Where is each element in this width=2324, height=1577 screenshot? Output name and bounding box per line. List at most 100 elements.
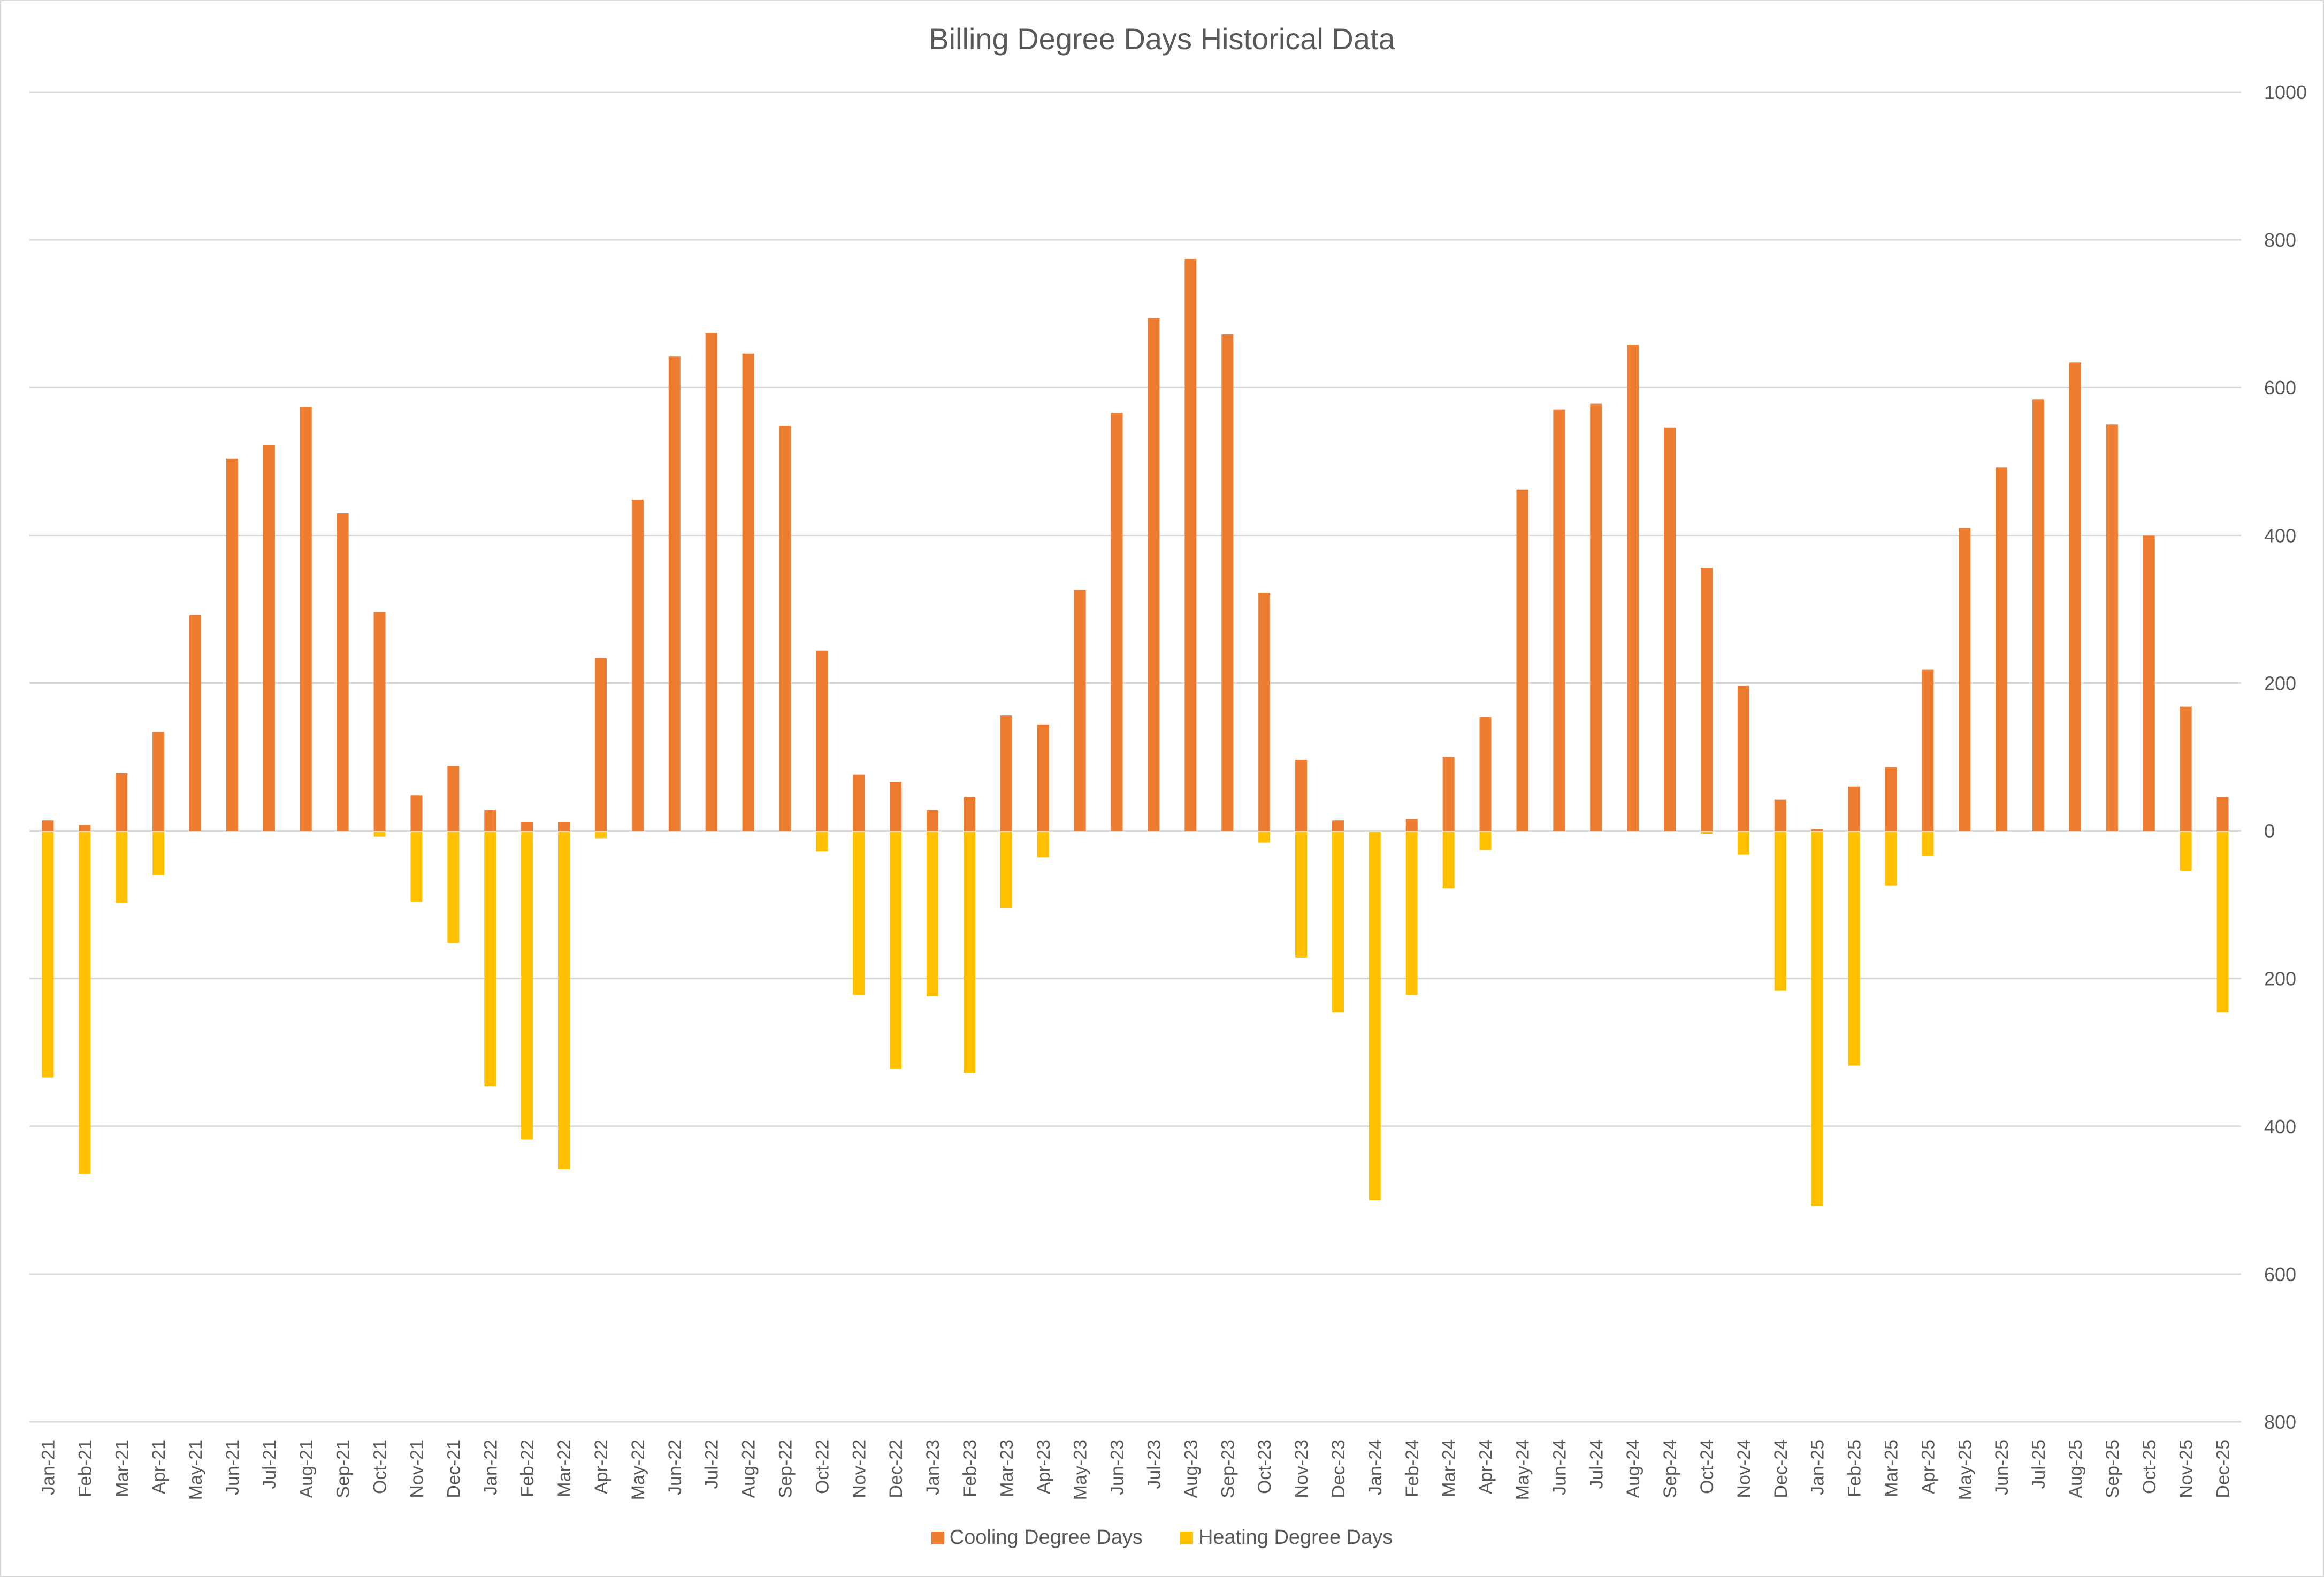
x-tick-label: Sep-21: [333, 1439, 354, 1498]
bar-cooling: [558, 821, 570, 831]
bar-cooling: [1590, 403, 1602, 831]
x-tick-label: Mar-21: [112, 1439, 132, 1497]
bar-heating: [521, 832, 533, 1140]
x-tick-label: Feb-23: [960, 1439, 980, 1497]
bar-cooling: [1332, 820, 1344, 831]
x-tick-label: Jun-22: [665, 1439, 685, 1495]
bar-heating: [1332, 832, 1344, 1013]
bar-heating: [2216, 832, 2229, 1013]
bar-cooling: [2032, 399, 2045, 831]
bar-cooling: [705, 333, 717, 831]
bar-cooling: [853, 774, 865, 831]
bar-cooling: [1885, 767, 1897, 831]
x-tick-label: Jul-21: [259, 1439, 280, 1489]
y-tick-label: 200: [2264, 672, 2296, 694]
x-tick-label: Jan-25: [1808, 1439, 1828, 1495]
bar-cooling: [1627, 345, 1639, 831]
x-tick-label: Oct-25: [2139, 1439, 2160, 1494]
x-tick-label: Nov-25: [2176, 1439, 2197, 1498]
x-tick-label: Apr-23: [1034, 1439, 1054, 1494]
bar-heating: [594, 832, 607, 839]
bar-cooling: [226, 458, 238, 831]
bar-cooling: [1811, 829, 1823, 831]
legend-swatch-cooling: [931, 1531, 944, 1544]
bar-cooling: [742, 353, 754, 831]
bar-cooling: [1148, 318, 1160, 831]
x-tick-label: Dec-23: [1328, 1439, 1349, 1498]
x-tick-label: May-24: [1512, 1439, 1533, 1500]
bar-cooling: [337, 513, 349, 831]
y-tick-label: 400: [2264, 1116, 2296, 1138]
x-tick-label: Mar-23: [997, 1439, 1017, 1497]
legend-item-heating: Heating Degree Days: [1180, 1526, 1393, 1549]
bar-cooling: [631, 500, 644, 831]
bar-cooling: [521, 821, 533, 831]
x-tick-label: Sep-24: [1660, 1439, 1680, 1498]
x-tick-label: Aug-25: [2066, 1439, 2086, 1498]
bar-heating: [1479, 832, 1492, 850]
bar-cooling: [373, 612, 386, 831]
x-tick-label: Dec-21: [444, 1439, 464, 1498]
y-tick-label: 1000: [2264, 81, 2307, 103]
bar-cooling: [1774, 799, 1786, 831]
bar-heating: [1405, 832, 1418, 995]
bar-cooling: [927, 810, 939, 831]
bar-cooling: [300, 407, 312, 831]
bar-cooling: [1516, 489, 1528, 831]
x-tick-label: Jan-23: [923, 1439, 943, 1495]
x-tick-label: Aug-21: [296, 1439, 317, 1498]
x-tick-label: Apr-22: [591, 1439, 611, 1494]
bar-heating: [1811, 832, 1823, 1206]
bar-heating: [963, 832, 975, 1073]
bar-heating: [1848, 832, 1860, 1066]
x-tick-label: Mar-25: [1881, 1439, 1901, 1497]
legend-label-heating: Heating Degree Days: [1198, 1526, 1393, 1549]
bar-heating: [2180, 832, 2192, 871]
legend: Cooling Degree Days Heating Degree Days: [0, 1526, 2324, 1549]
bar-heating: [79, 832, 91, 1174]
bar-heating: [1700, 832, 1713, 834]
x-tick-label: Jan-22: [480, 1439, 501, 1495]
x-tick-label: Apr-21: [149, 1439, 169, 1494]
x-tick-label: Jul-24: [1586, 1439, 1607, 1489]
y-tick-label: 600: [2264, 377, 2296, 399]
x-tick-label: Aug-22: [739, 1439, 759, 1498]
x-tick-label: May-22: [628, 1439, 648, 1500]
x-tick-label: May-23: [1071, 1439, 1091, 1500]
bar-cooling: [816, 650, 828, 831]
bar-heating: [447, 832, 460, 943]
bar-heating: [1037, 832, 1049, 858]
x-tick-label: Sep-23: [1218, 1439, 1238, 1498]
x-tick-label: Jul-23: [1144, 1439, 1164, 1489]
bar-cooling: [1037, 724, 1049, 831]
chart-title: Billing Degree Days Historical Data: [929, 22, 1395, 56]
bar-heating: [1922, 832, 1934, 856]
bar-cooling: [2180, 706, 2192, 831]
x-tick-label: Jul-25: [2029, 1439, 2049, 1489]
bar-cooling: [1074, 590, 1086, 831]
bar-heating: [484, 832, 496, 1087]
bar-cooling: [447, 766, 460, 831]
bar-cooling: [1922, 669, 1934, 831]
bar-cooling: [1000, 715, 1012, 831]
x-tick-label: Oct-21: [370, 1439, 391, 1494]
x-tick-label: Mar-22: [554, 1439, 575, 1497]
y-tick-label: 200: [2264, 968, 2296, 990]
x-tick-label: Apr-25: [1918, 1439, 1938, 1494]
x-tick-label: Feb-24: [1402, 1439, 1423, 1497]
x-tick-label: Nov-22: [849, 1439, 869, 1498]
x-tick-label: Jun-21: [223, 1439, 243, 1495]
x-tick-label: Jun-23: [1107, 1439, 1128, 1495]
bar-cooling: [1664, 427, 1676, 831]
bar-cooling: [779, 426, 791, 831]
x-tick-label: Aug-24: [1623, 1439, 1643, 1498]
bar-cooling: [963, 797, 975, 831]
x-tick-label: Oct-22: [812, 1439, 832, 1494]
bar-cooling: [2216, 797, 2229, 831]
bar-cooling: [1848, 786, 1860, 831]
bar-cooling: [484, 810, 496, 831]
bar-cooling: [1221, 334, 1234, 831]
legend-label-cooling: Cooling Degree Days: [949, 1526, 1143, 1549]
